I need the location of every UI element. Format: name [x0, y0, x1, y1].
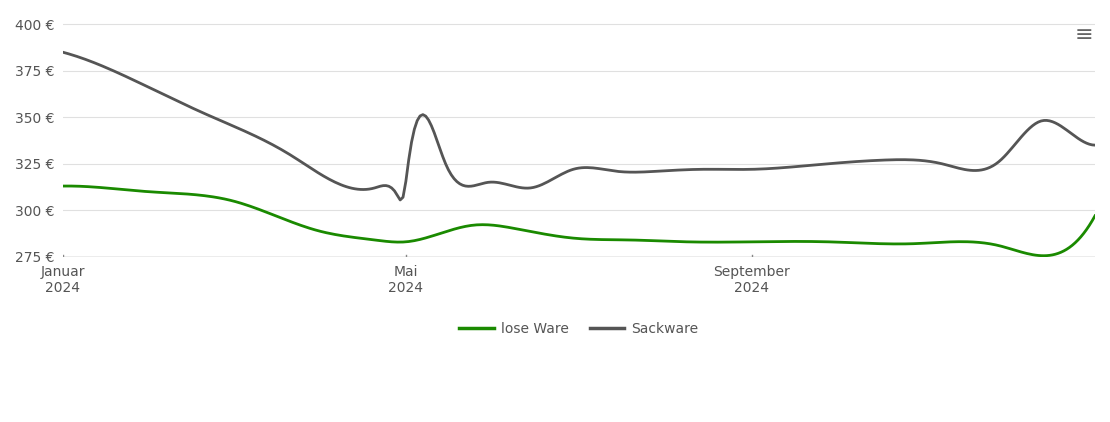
Text: ≡: ≡: [1074, 25, 1093, 45]
Legend: lose Ware, Sackware: lose Ware, Sackware: [454, 316, 704, 342]
